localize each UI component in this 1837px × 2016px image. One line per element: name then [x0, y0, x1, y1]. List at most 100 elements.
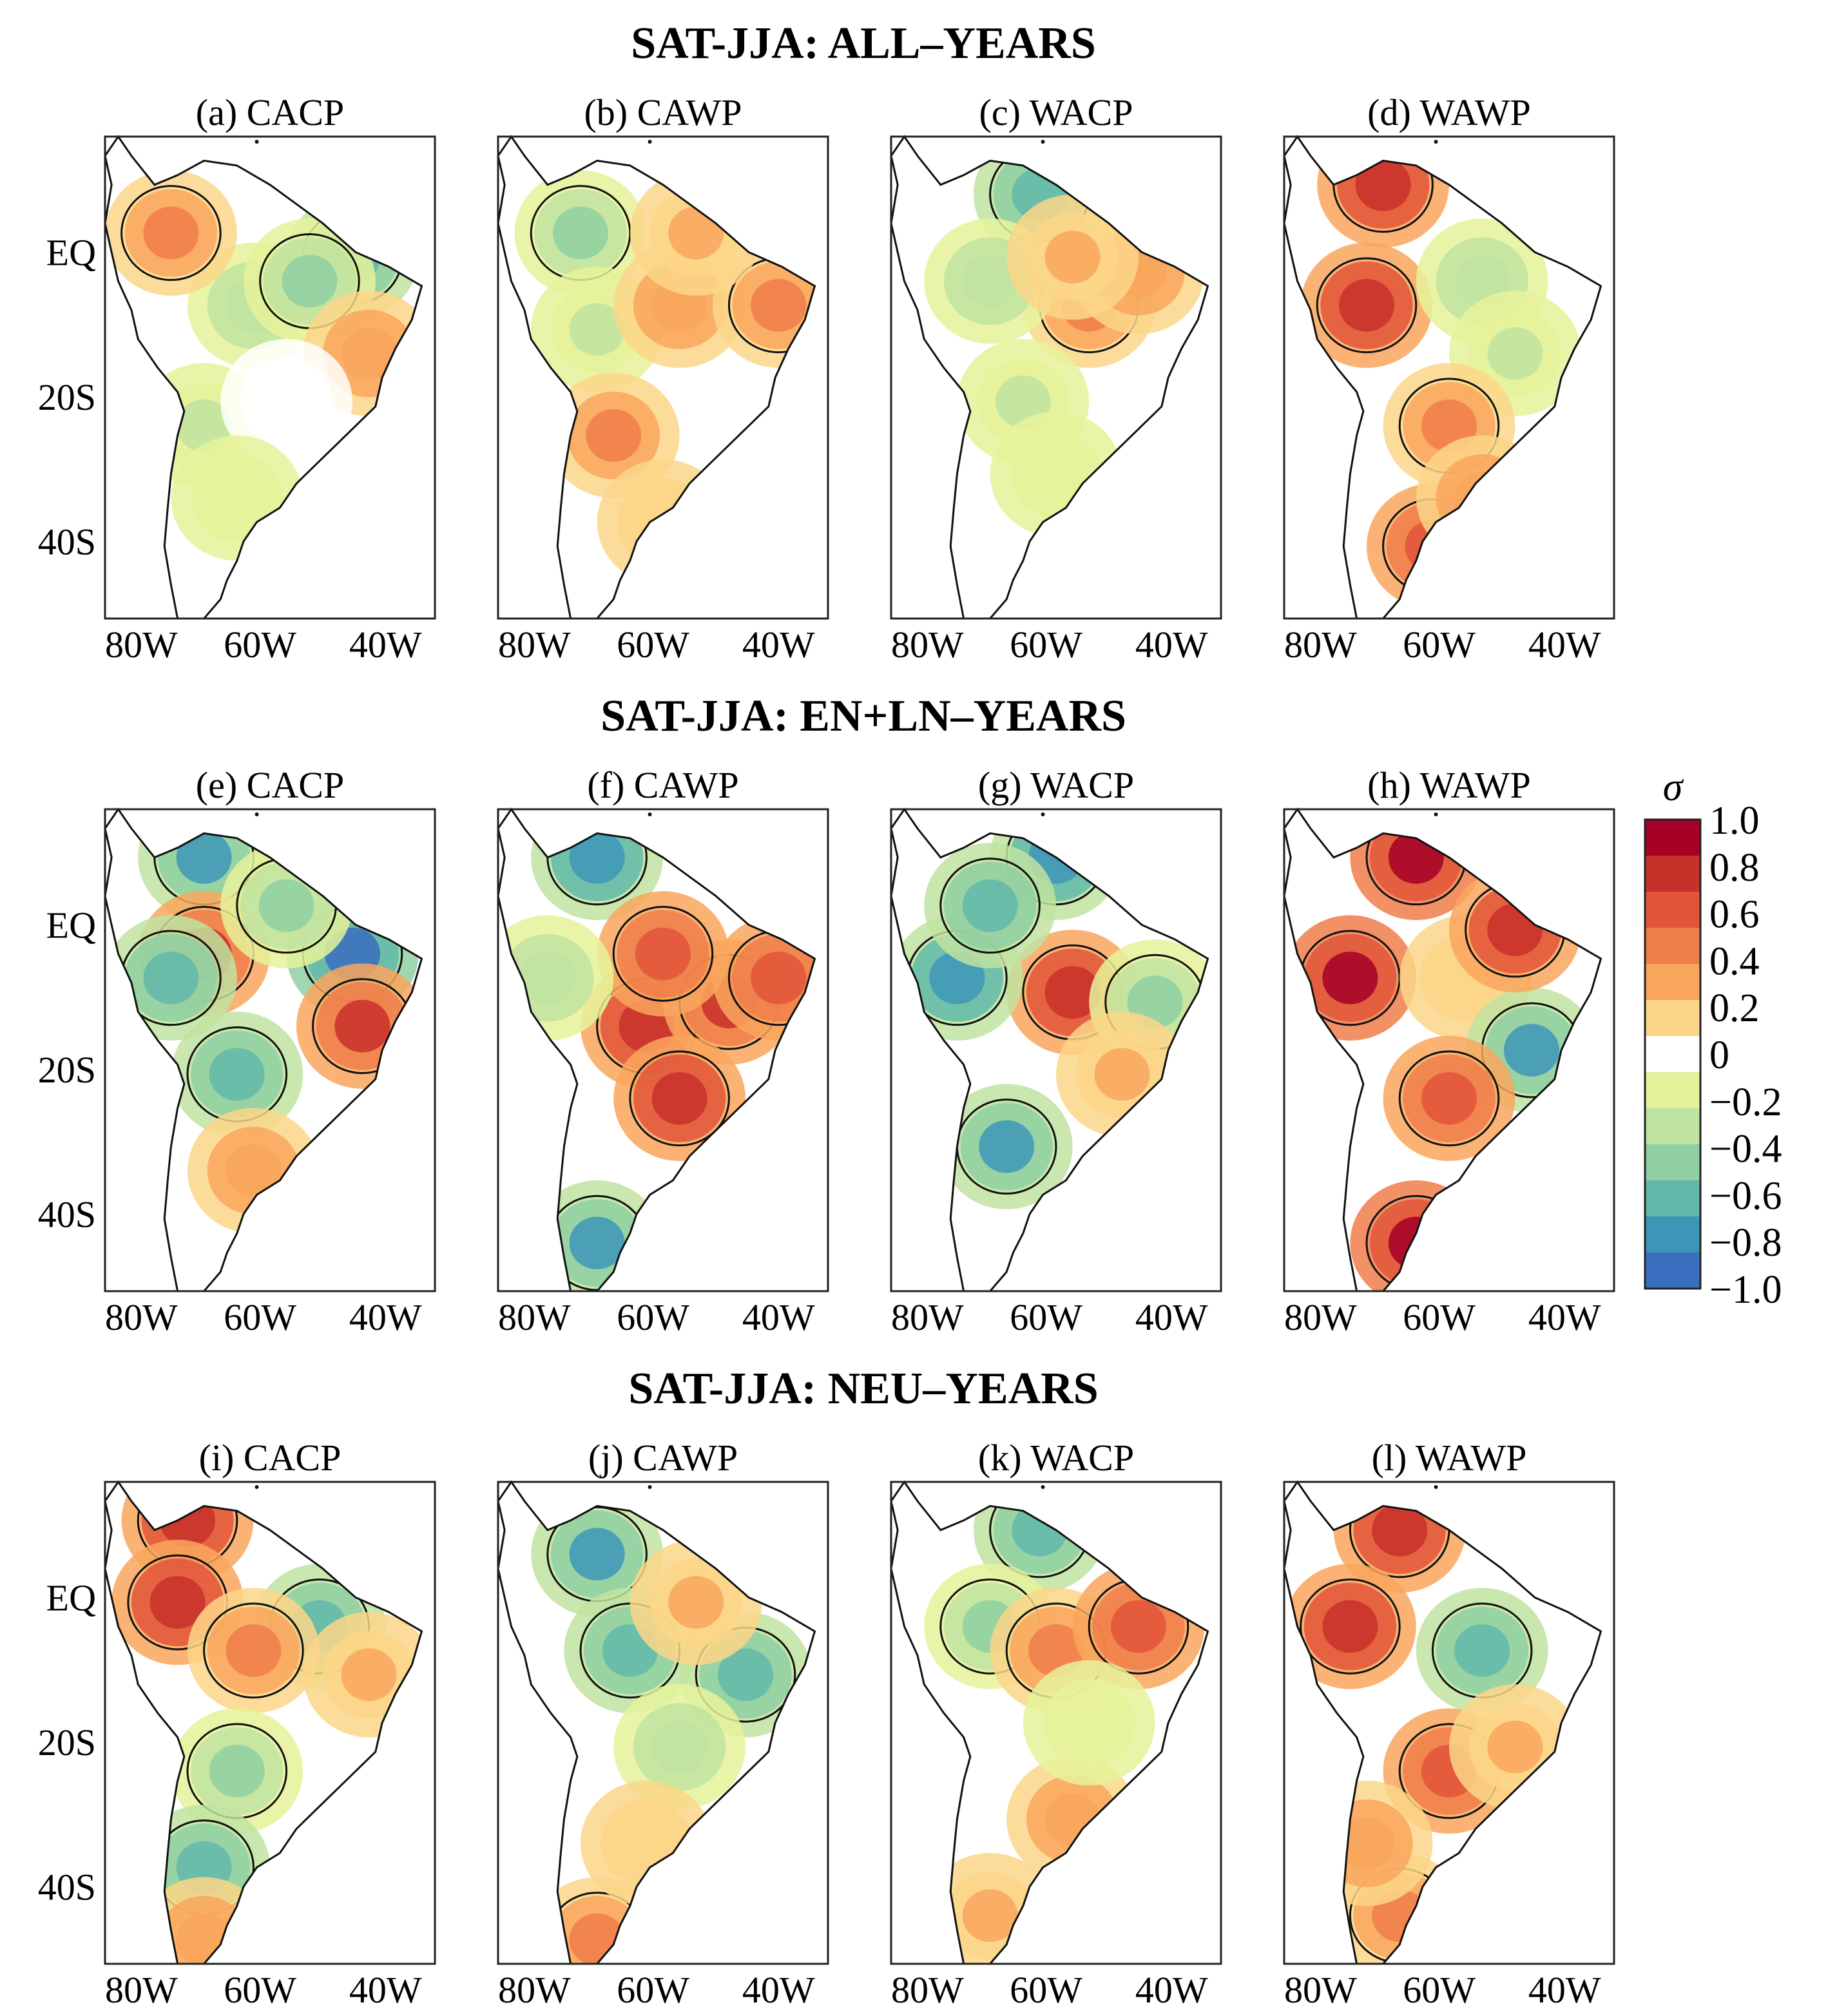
anomaly-field: [1284, 809, 1598, 1291]
x-tick-label: 80W: [1284, 624, 1357, 666]
y-tick-label: 20S: [38, 1049, 96, 1091]
colorbar-segment: [1645, 1036, 1700, 1073]
anomaly-field: [105, 170, 422, 561]
anomaly-blob: [619, 1817, 675, 1870]
panel-title: (a) CACP: [196, 91, 344, 133]
colorbar-frame: [1644, 818, 1702, 1290]
anomaly-blob: [209, 1048, 265, 1101]
anomaly-blob: [1028, 447, 1084, 501]
anomaly-blob: [1370, 1199, 1463, 1287]
anomaly-field: [514, 170, 815, 585]
x-tick-label: 60W: [224, 1969, 296, 2011]
anomaly-field: [924, 137, 1205, 537]
x-tick-label: 40W: [349, 1296, 422, 1338]
x-tick-label: 60W: [617, 1296, 689, 1338]
coastline: [104, 135, 423, 620]
x-tick-label: 60W: [1010, 1296, 1082, 1338]
panel-title: (h) WAWP: [1367, 764, 1531, 806]
colorbar-tick-label: −1.0: [1709, 1268, 1782, 1312]
anomaly-blob: [209, 1744, 265, 1798]
colorbar-tick-label: 0: [1709, 1033, 1729, 1077]
coastline: [104, 807, 423, 1292]
x-tick-label: 80W: [105, 1296, 178, 1338]
anomaly-blob: [751, 951, 807, 1004]
anomaly-blob: [569, 303, 625, 356]
colorbar-segment: [1645, 1144, 1700, 1181]
significance-contour: [203, 1602, 304, 1699]
anomaly-blob: [176, 1913, 232, 1964]
anomaly-blob: [1436, 454, 1528, 542]
anomaly-blob: [282, 254, 338, 308]
anomaly-blob: [635, 495, 691, 549]
anomaly-blob: [1454, 1624, 1510, 1677]
x-tick-label: 40W: [1528, 1296, 1601, 1338]
x-tick-label: 80W: [105, 624, 178, 666]
significance-contour: [1316, 257, 1418, 354]
x-tick-label: 60W: [224, 1296, 296, 1338]
anomaly-blob: [1355, 158, 1411, 211]
coastline: [1283, 135, 1602, 620]
colorbar: σ 1.00.80.60.40.20−0.2−0.4−0.6−0.8−1.0: [1644, 765, 1782, 1312]
x-tick-label: 60W: [1010, 624, 1082, 666]
coastline: [497, 1480, 816, 1965]
x-tick-label: 60W: [1403, 624, 1476, 666]
coastline: [497, 807, 816, 1292]
colorbar-segment: [1645, 1180, 1700, 1217]
colorbar-segment: [1645, 1216, 1700, 1253]
row-title: SAT-JJA: NEU–YEARS: [628, 1364, 1098, 1414]
x-tick-label: 60W: [224, 624, 296, 666]
island: [1041, 140, 1045, 144]
map-frame: [104, 135, 436, 620]
anomaly-blob: [1372, 1503, 1428, 1557]
island: [1434, 140, 1438, 144]
anomaly-blob: [586, 408, 642, 462]
panel-title: (f) CAWP: [587, 764, 738, 806]
colorbar-tick-label: 1.0: [1709, 799, 1760, 843]
anomaly-blob: [258, 375, 314, 428]
significance-contour: [612, 905, 714, 1002]
colorbar-segment: [1645, 1108, 1700, 1145]
anomaly-blob: [1503, 1024, 1560, 1077]
y-tick-label: EQ: [46, 905, 96, 946]
anomaly-blob: [519, 951, 575, 1004]
map-frame: [1283, 808, 1615, 1292]
anomaly-blob: [1322, 951, 1378, 1004]
anomaly-blob: [1487, 1720, 1543, 1774]
anomaly-blob: [651, 1720, 707, 1774]
map-panel: (i) CACP 80W 60W 40W EQ 20S 40S: [38, 1437, 436, 2011]
anomaly-field: [1284, 1482, 1581, 1964]
map-frame: [890, 135, 1222, 620]
anomaly-blob: [1454, 472, 1510, 524]
island: [1041, 812, 1045, 816]
x-tick-label: 80W: [891, 1296, 964, 1338]
x-tick-label: 60W: [1403, 1969, 1476, 2011]
x-tick-label: 40W: [742, 1969, 815, 2011]
anomaly-blob: [962, 254, 1018, 308]
anomaly-blob: [569, 1216, 625, 1270]
colorbar-tick-label: −0.6: [1709, 1174, 1782, 1218]
x-tick-label: 40W: [349, 624, 422, 666]
anomaly-blob: [209, 472, 265, 524]
anomaly-field: [498, 809, 815, 1291]
map-panel: (e) CACP 80W 60W 40W EQ 20S 40S: [38, 764, 436, 1338]
significance-contour: [629, 1050, 730, 1147]
x-tick-label: 40W: [742, 1296, 815, 1338]
island: [1041, 1485, 1045, 1489]
panel-title: (j) CAWP: [588, 1437, 738, 1479]
map-panel: (j) CAWP 80W 60W 40W: [497, 1437, 829, 2011]
y-tick-label: 40S: [38, 521, 96, 562]
anomaly-blob: [1487, 327, 1543, 380]
x-tick-label: 80W: [105, 1969, 178, 2011]
colorbar-segment: [1645, 892, 1700, 928]
map-frame: [1283, 135, 1615, 620]
island: [1434, 812, 1438, 816]
island: [648, 1485, 652, 1489]
colorbar-tick-label: 0.6: [1709, 893, 1760, 937]
anomaly-blob: [159, 1493, 216, 1547]
map-panel: (h) WAWP 80W 60W 40W: [1283, 764, 1615, 1338]
anomaly-field: [531, 1491, 812, 1964]
colorbar-segment: [1645, 928, 1700, 965]
anomaly-blob: [962, 1889, 1018, 1943]
anomaly-blob: [717, 1648, 774, 1702]
anomaly-blob: [1110, 1600, 1167, 1653]
